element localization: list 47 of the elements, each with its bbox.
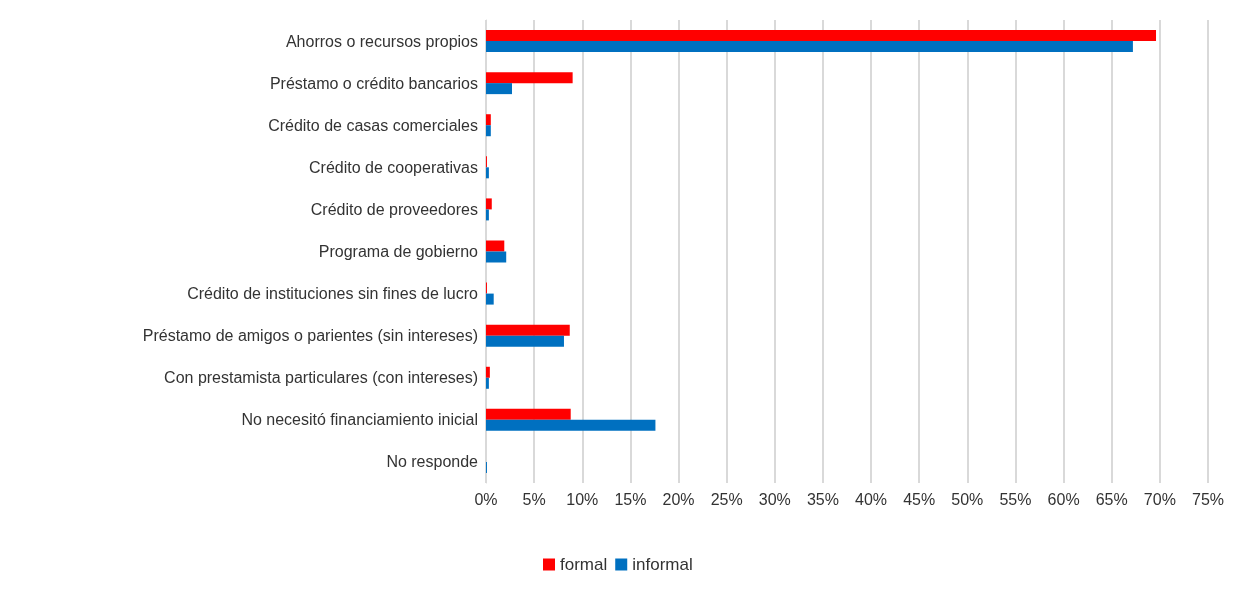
x-tick-label: 30%: [758, 490, 791, 508]
legend-label: formal: [560, 555, 608, 574]
bar: [486, 41, 1133, 53]
x-tick-label: 10%: [566, 490, 599, 508]
bar: [486, 335, 564, 347]
y-tick-label: Ahorros o recursos propios: [285, 32, 478, 50]
y-tick-label: Préstamo de amigos o parientes (sin intereses): [142, 327, 478, 345]
y-tick-label: Programa de gobierno: [318, 243, 479, 260]
legend-label: informal: [632, 555, 693, 574]
y-tick-label: Préstamo o crédito bancarios: [269, 74, 478, 92]
y-tick-label: Crédito de cooperativas: [309, 158, 478, 176]
bar: [486, 30, 1157, 42]
bar: [486, 293, 494, 305]
x-tick-label: 40%: [855, 490, 888, 508]
x-tick-label: 25%: [710, 490, 743, 508]
y-tick-label: Crédito de proveedores: [310, 200, 478, 218]
bar: [486, 251, 507, 263]
bar: [486, 377, 489, 389]
y-tick-label: No necesitó financiamiento inicial: [241, 411, 478, 429]
x-tick-label: 75%: [1191, 490, 1225, 508]
y-tick-label: Crédito de instituciones sin fines de lucro: [187, 285, 479, 303]
bar: [486, 240, 505, 252]
x-tick-label: 50%: [951, 490, 984, 508]
bar: [486, 114, 491, 126]
x-tick-label: 55%: [999, 490, 1032, 508]
bar: [486, 419, 656, 431]
x-tick-label: 15%: [614, 490, 647, 508]
bar: [486, 198, 492, 210]
bar: [486, 209, 489, 221]
y-tick-label: No responde: [386, 453, 479, 471]
y-tick-label: Con prestamista particulares (con intereses): [164, 369, 478, 387]
bar: [486, 366, 490, 378]
x-tick-label: 20%: [662, 490, 695, 508]
bar: [486, 72, 573, 84]
x-tick-label: 45%: [903, 490, 936, 508]
bar: [486, 125, 491, 137]
bar: [486, 408, 571, 420]
bar: [486, 324, 570, 336]
x-tick-label: 0%: [474, 490, 498, 508]
x-tick-label: 35%: [806, 490, 839, 508]
bar: [486, 83, 512, 95]
x-tick-label: 60%: [1047, 490, 1080, 508]
x-tick-label: 65%: [1095, 490, 1128, 508]
x-tick-label: 70%: [1143, 490, 1176, 508]
bar: [486, 167, 489, 179]
y-tick-label: Crédito de casas comerciales: [268, 116, 478, 134]
x-tick-label: 5%: [522, 490, 546, 508]
